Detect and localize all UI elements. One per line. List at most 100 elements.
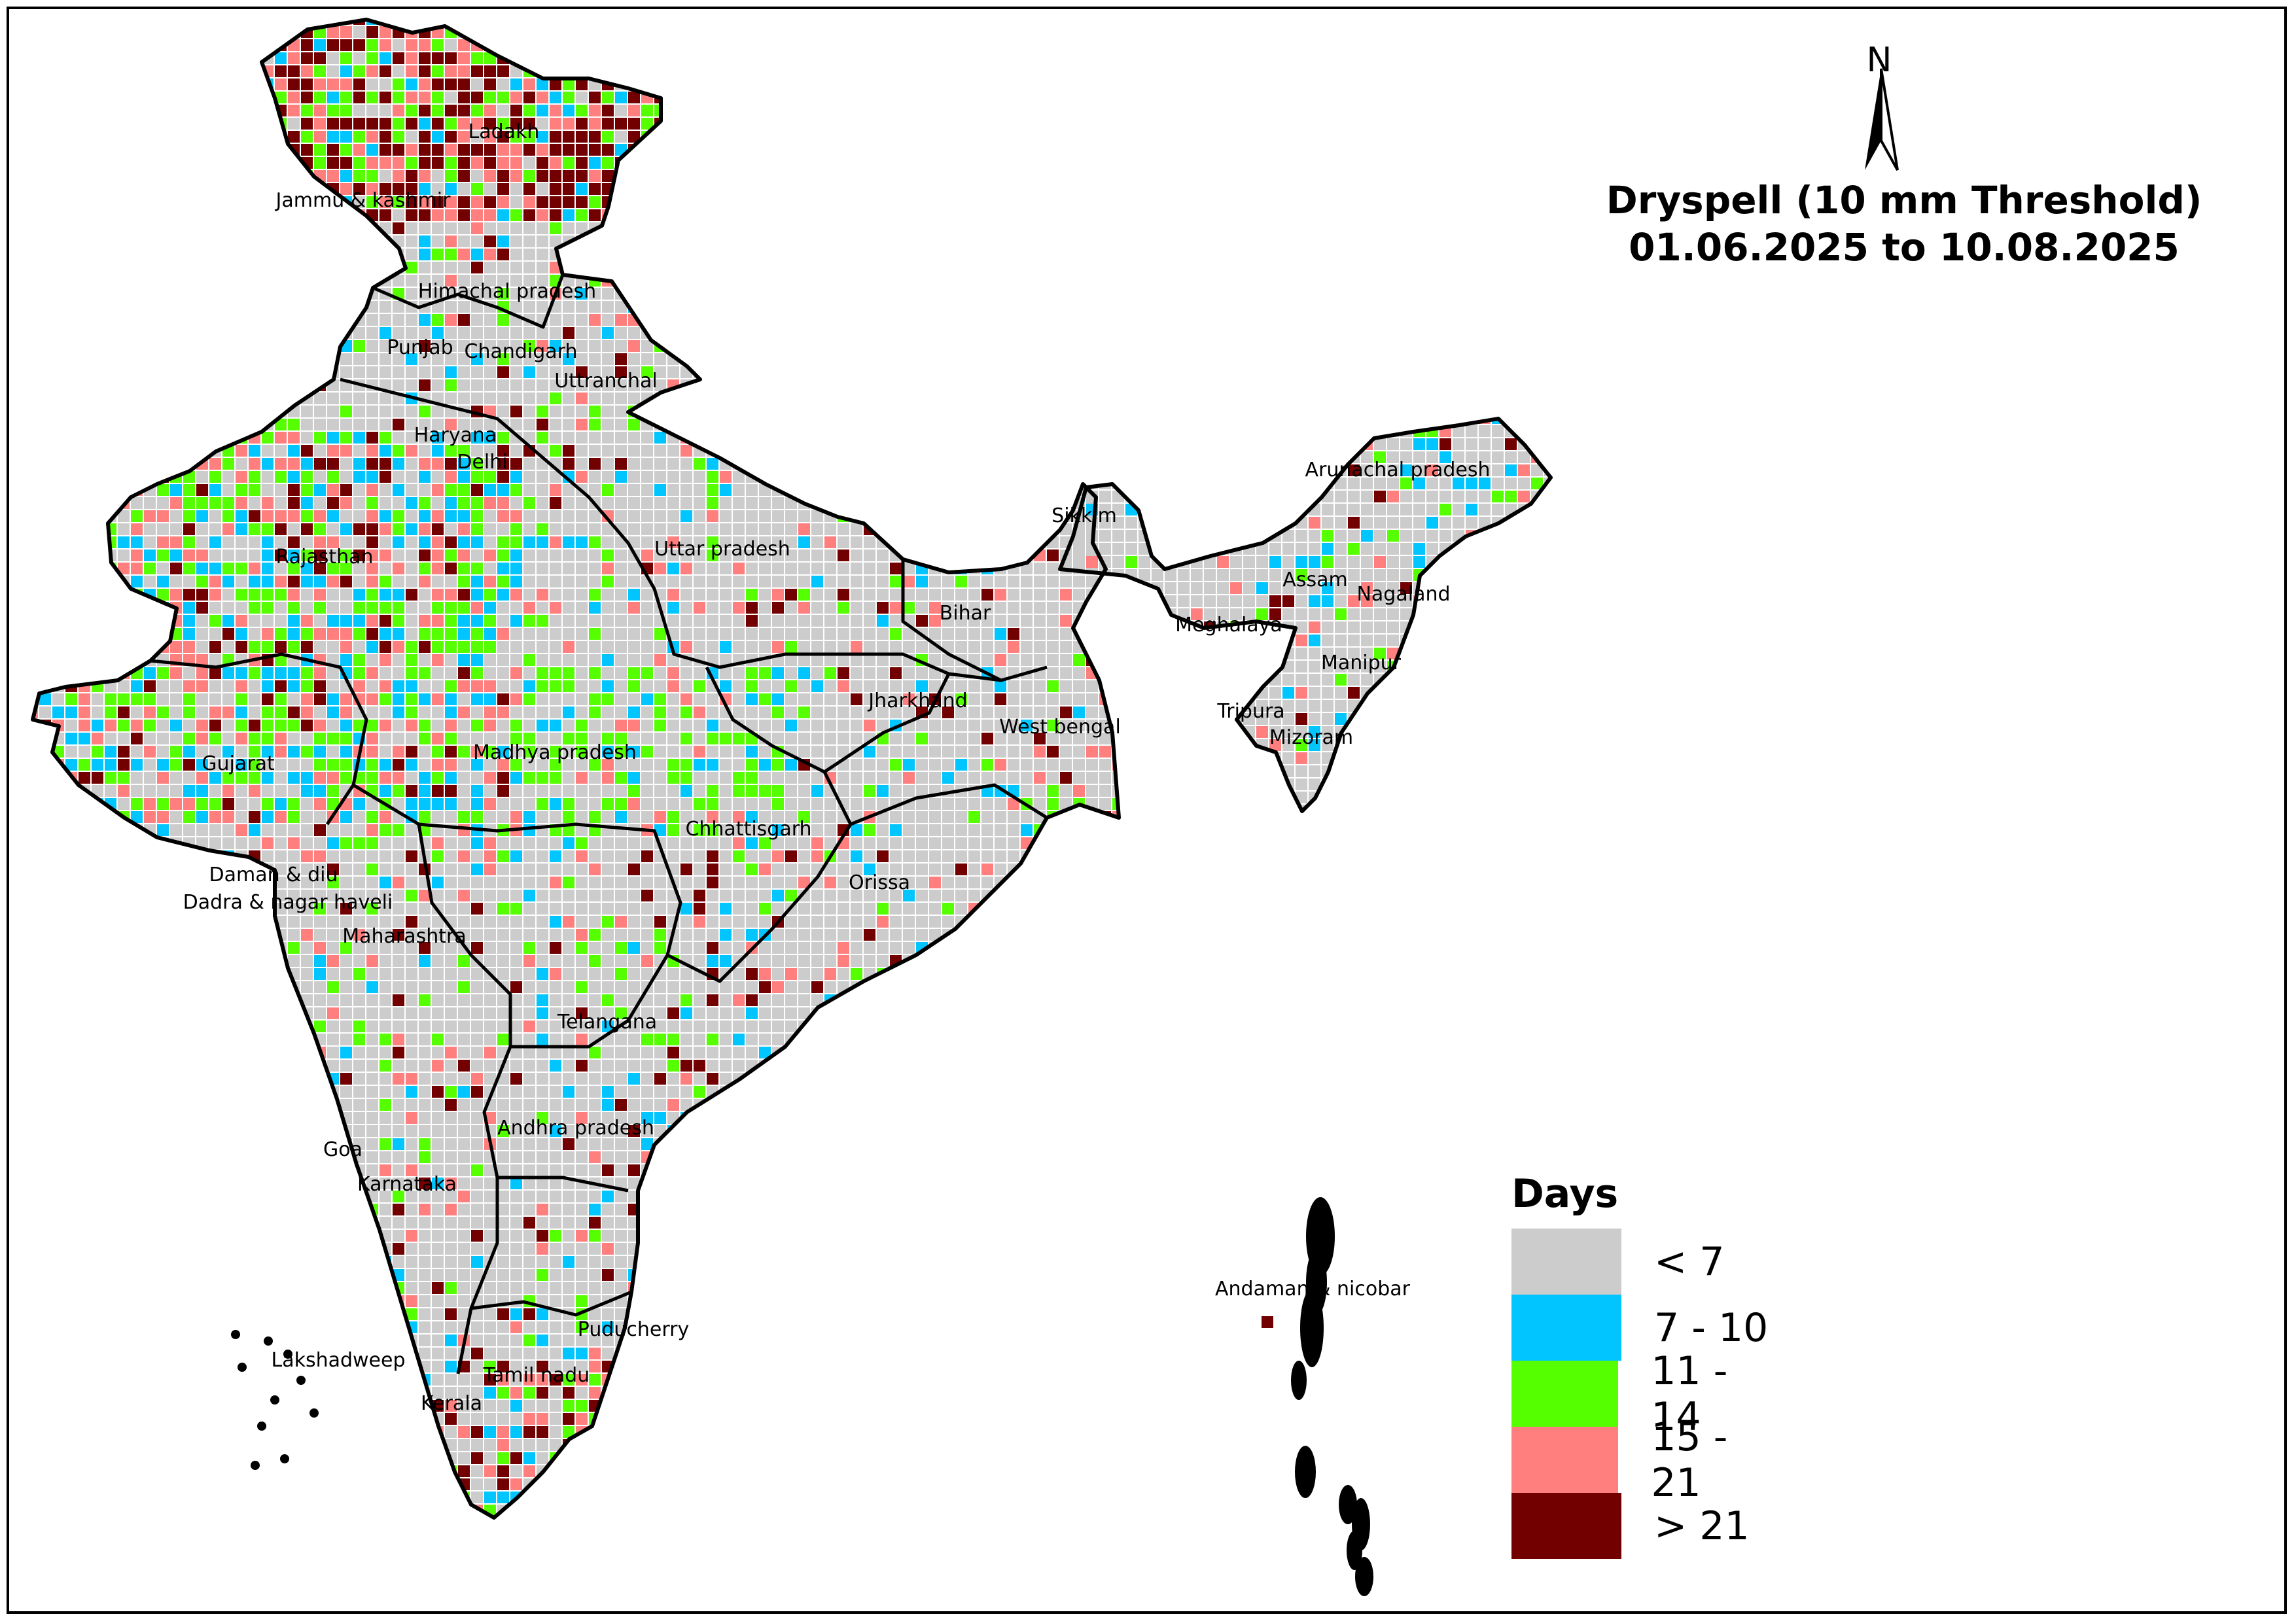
- grid-cell: [576, 667, 588, 679]
- grid-cell: [1034, 432, 1046, 444]
- grid-cell: [380, 79, 391, 90]
- grid-cell: [981, 327, 993, 339]
- grid-cell: [916, 550, 928, 561]
- grid-cell: [419, 445, 431, 457]
- grid-cell: [327, 720, 339, 731]
- grid-cell: [380, 550, 391, 561]
- grid-cell: [445, 314, 457, 326]
- grid-cell: [759, 615, 771, 627]
- grid-cell: [628, 471, 640, 483]
- grid-cell: [1086, 288, 1098, 300]
- grid-cell: [288, 693, 300, 705]
- grid-cell: [157, 550, 169, 561]
- grid-cell: [157, 733, 169, 744]
- grid-cell: [222, 667, 234, 679]
- grid-cell: [105, 379, 116, 391]
- grid-cell: [144, 497, 156, 509]
- grid-cell: [667, 654, 679, 666]
- grid-cell: [615, 327, 627, 339]
- grid-cell: [275, 288, 287, 300]
- grid-cell: [838, 209, 849, 221]
- grid-cell: [667, 301, 679, 313]
- grid-cell: [1034, 484, 1046, 496]
- grid-cell: [667, 157, 679, 169]
- grid-cell: [118, 602, 130, 614]
- grid-cell: [838, 615, 849, 627]
- grid-cell: [759, 419, 771, 430]
- grid-cell: [772, 340, 784, 352]
- grid-cell: [576, 92, 588, 103]
- grid-cell: [419, 693, 431, 705]
- grid-cell: [537, 144, 548, 156]
- grid-cell: [209, 249, 221, 260]
- grid-cell: [667, 26, 679, 38]
- grid-cell: [419, 236, 431, 247]
- grid-cell: [589, 536, 601, 548]
- grid-cell: [327, 523, 339, 535]
- grid-cell: [497, 366, 509, 378]
- grid-cell: [301, 236, 313, 247]
- grid-cell: [196, 550, 208, 561]
- grid-cell: [916, 26, 928, 38]
- grid-cell: [458, 236, 470, 247]
- grid-cell: [1034, 759, 1046, 771]
- grid-cell: [157, 183, 169, 195]
- grid-cell: [798, 406, 810, 417]
- grid-cell: [576, 510, 588, 522]
- grid-cell: [497, 523, 509, 535]
- grid-cell: [720, 249, 732, 260]
- grid-cell: [851, 563, 862, 574]
- grid-cell: [628, 759, 640, 771]
- grid-cell: [275, 445, 287, 457]
- grid-cell: [406, 733, 417, 744]
- grid-cell: [393, 772, 404, 784]
- grid-cell: [563, 262, 574, 273]
- grid-cell: [262, 510, 274, 522]
- grid-cell: [824, 366, 836, 378]
- grid-cell: [288, 550, 300, 561]
- grid-cell: [955, 680, 967, 692]
- grid-cell: [981, 550, 993, 561]
- grid-cell: [602, 327, 614, 339]
- grid-cell: [1073, 236, 1085, 247]
- grid-cell: [798, 458, 810, 470]
- grid-cell: [942, 20, 954, 25]
- grid-cell: [445, 379, 457, 391]
- grid-cell: [196, 79, 208, 90]
- grid-cell: [864, 209, 875, 221]
- grid-cell: [92, 157, 103, 169]
- grid-cell: [39, 236, 51, 247]
- grid-cell: [1073, 680, 1085, 692]
- grid-cell: [39, 785, 51, 797]
- grid-cell: [955, 52, 967, 64]
- grid-cell: [458, 576, 470, 587]
- grid-cell: [955, 759, 967, 771]
- grid-cell: [929, 523, 941, 535]
- grid-cell: [942, 379, 954, 391]
- grid-cell: [641, 589, 653, 601]
- grid-cell: [510, 393, 522, 404]
- grid-cell: [236, 720, 247, 731]
- grid-cell: [942, 301, 954, 313]
- grid-cell: [92, 536, 103, 548]
- grid-cell: [105, 366, 116, 378]
- grid-cell: [864, 628, 875, 640]
- grid-cell: [52, 65, 64, 77]
- grid-cell: [641, 39, 653, 51]
- grid-cell: [1034, 92, 1046, 103]
- grid-cell: [1008, 615, 1019, 627]
- grid-cell: [118, 615, 130, 627]
- grid-cell: [628, 353, 640, 365]
- grid-cell: [301, 733, 313, 744]
- grid-cell: [1073, 275, 1085, 287]
- grid-cell: [196, 340, 208, 352]
- grid-cell: [576, 301, 588, 313]
- grid-cell: [131, 52, 143, 64]
- grid-cell: [33, 746, 38, 758]
- grid-cell: [785, 275, 797, 287]
- grid-cell: [955, 641, 967, 653]
- grid-cell: [864, 576, 875, 587]
- grid-cell: [811, 288, 823, 300]
- grid-cell: [497, 196, 509, 208]
- grid-cell: [576, 536, 588, 548]
